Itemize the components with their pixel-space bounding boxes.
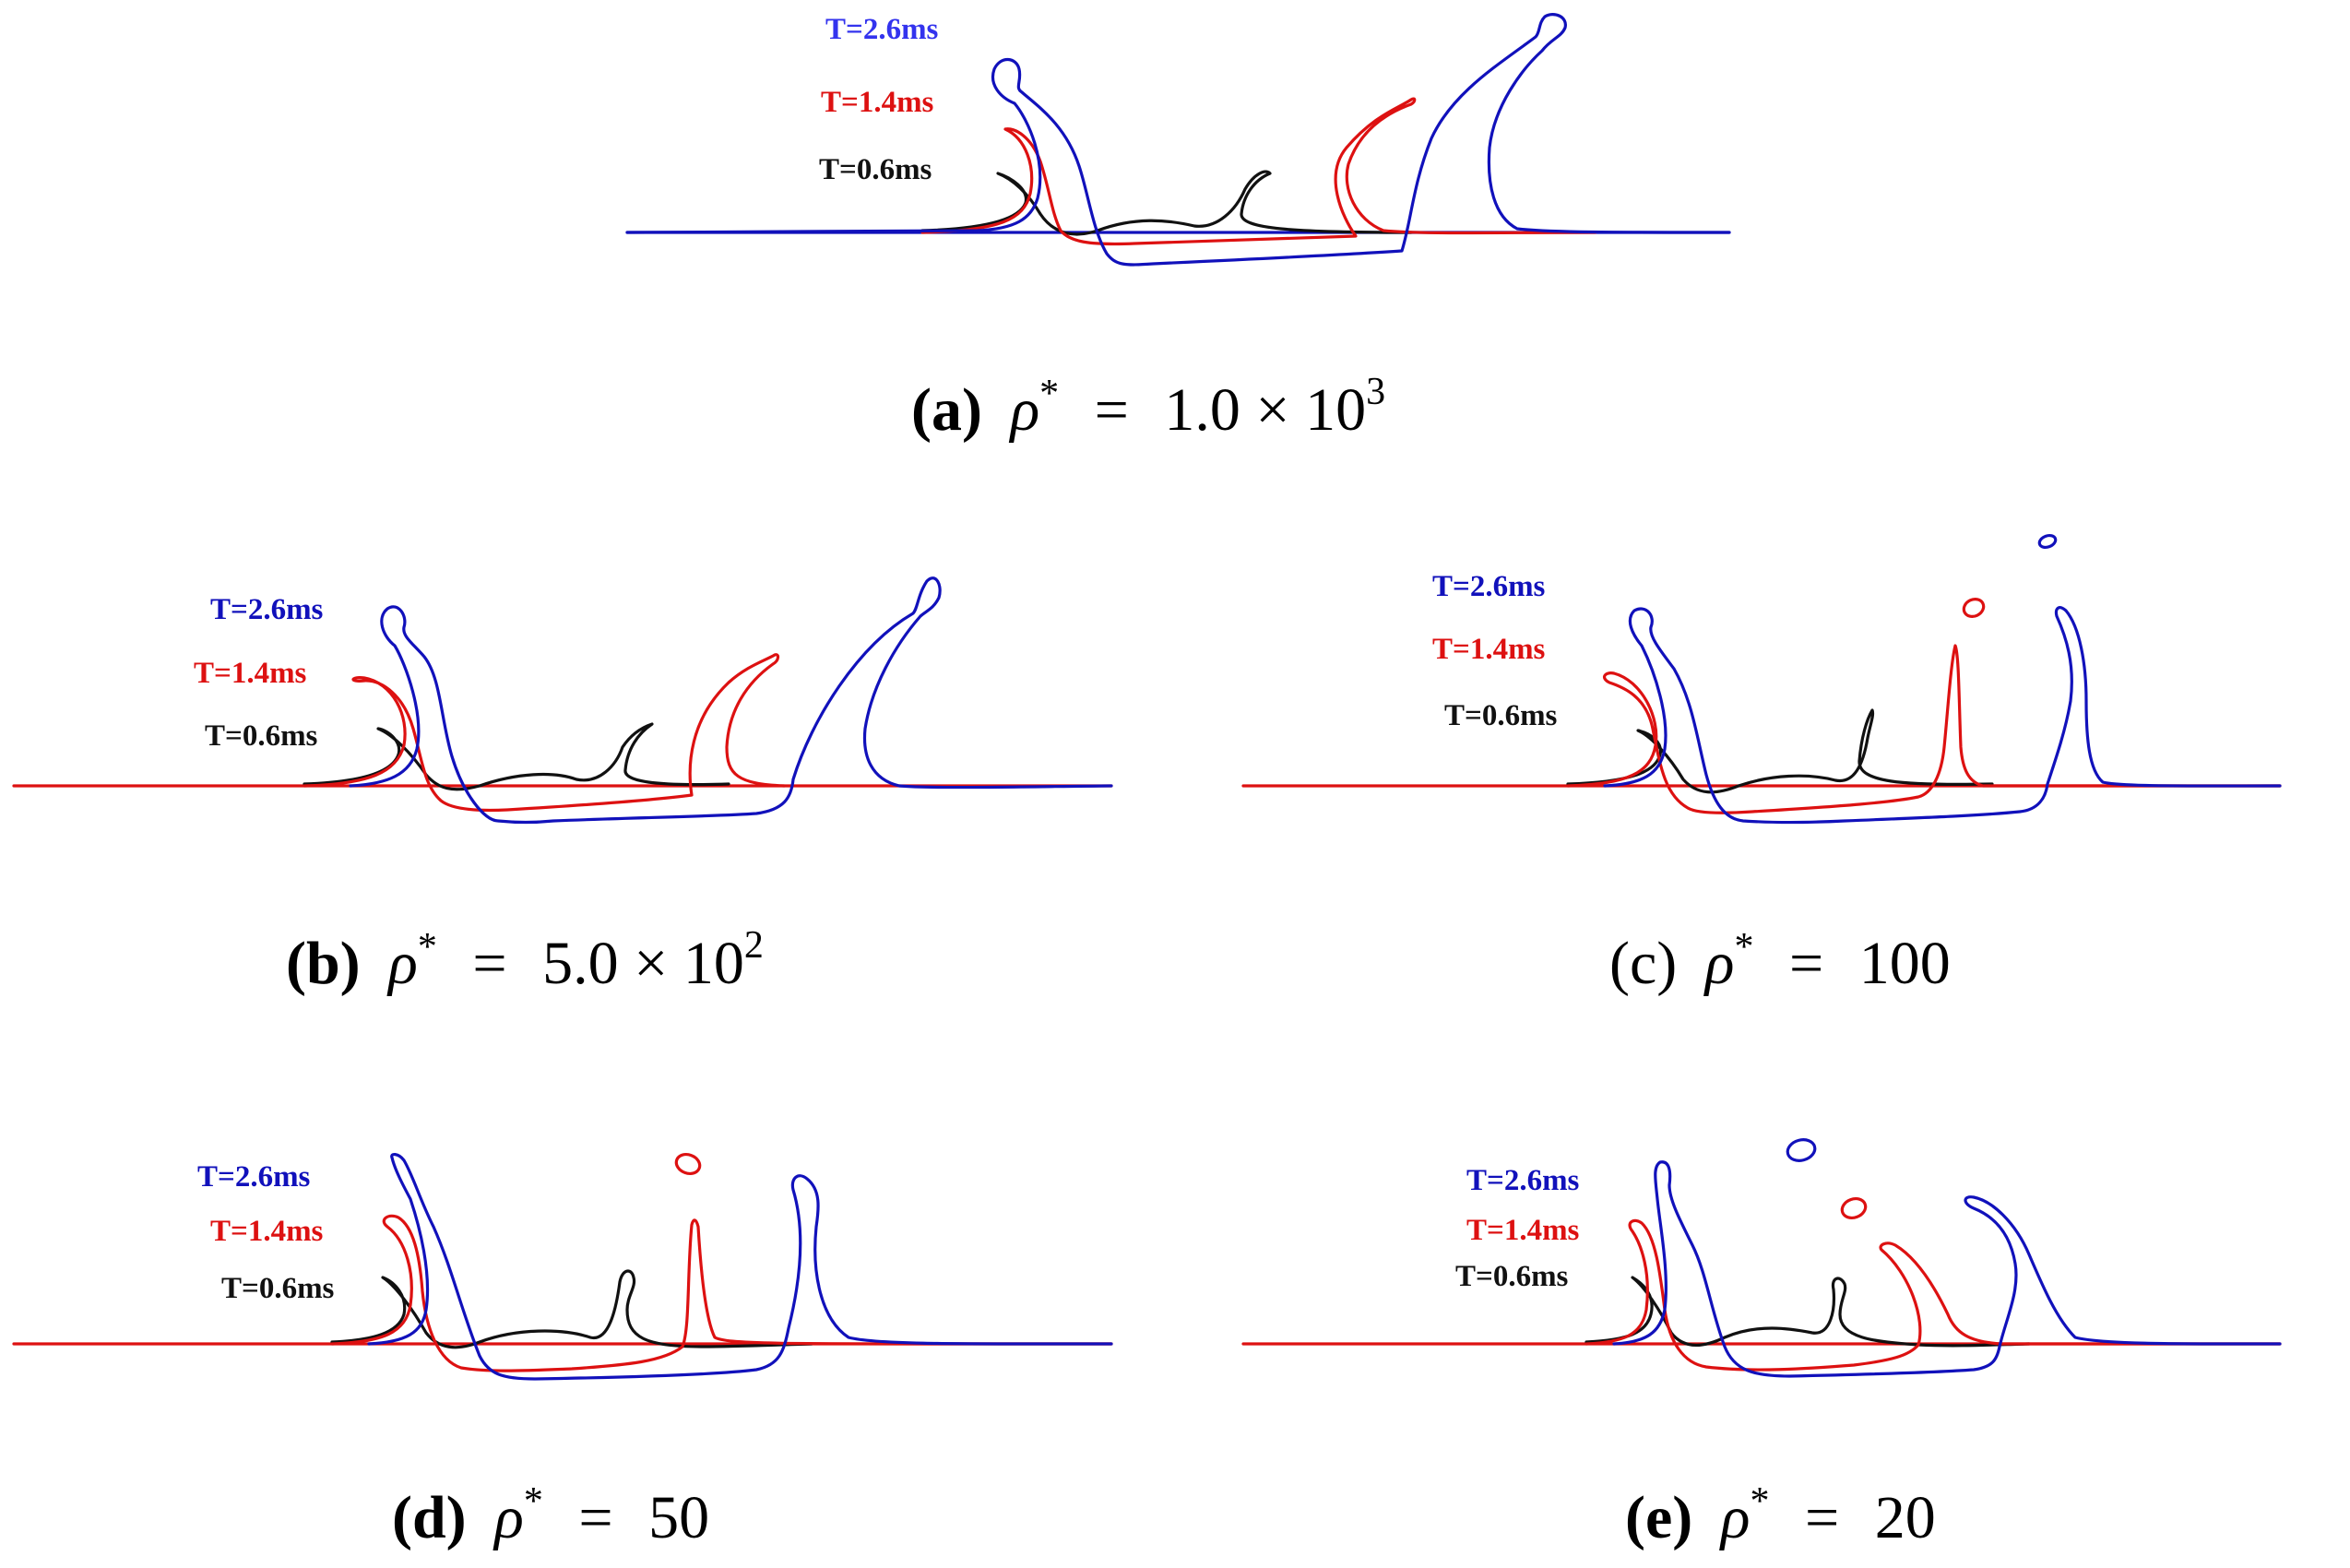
curve-a-t06: [920, 170, 1413, 236]
time-label-e-late: T=2.6ms: [1466, 1164, 1580, 1197]
caption-e: (e) ρ* = 20: [1625, 1460, 1936, 1551]
caption-c: (c) ρ* = 100: [1609, 906, 1951, 997]
droplet-d-red: [674, 1153, 702, 1175]
time-label-e-mid: T=1.4ms: [1466, 1214, 1580, 1247]
time-label-a-early: T=0.6ms: [819, 153, 932, 186]
panel-d: T=2.6ms T=1.4ms T=0.6ms: [12, 1153, 1113, 1381]
droplet-e-red: [1840, 1197, 1868, 1219]
time-label-d-mid: T=1.4ms: [210, 1215, 324, 1248]
panel-b: T=2.6ms T=1.4ms T=0.6ms: [12, 576, 1113, 825]
time-label-c-late: T=2.6ms: [1432, 570, 1546, 603]
panel-e: T=2.6ms T=1.4ms T=0.6ms: [1241, 1138, 2282, 1378]
caption-b: (b) ρ* = 5.0 × 102: [286, 906, 764, 997]
curve-e-t14: [1584, 1218, 2282, 1372]
panel-a: T=2.6ms T=1.4ms T=0.6ms: [625, 13, 1731, 267]
caption-a: (a) ρ* = 1.0 × 103: [911, 352, 1385, 444]
curve-b-t26: [349, 576, 1113, 825]
time-label-a-late: T=2.6ms: [825, 13, 939, 46]
panel-c: T=2.6ms T=1.4ms T=0.6ms: [1241, 533, 2282, 825]
time-label-e-early: T=0.6ms: [1455, 1260, 1569, 1293]
time-label-a-mid: T=1.4ms: [821, 86, 934, 119]
curve-d-t06: [330, 1269, 813, 1349]
curve-b-t14: [303, 653, 786, 813]
curve-e-t06: [1584, 1276, 2031, 1348]
curve-a-t26: [625, 13, 1731, 267]
time-label-b-late: T=2.6ms: [210, 593, 324, 626]
caption-d: (d) ρ* = 50: [392, 1460, 709, 1551]
curve-c-t26: [1603, 606, 2282, 825]
curve-a-t14: [920, 97, 1597, 246]
droplet-c-blue: [2037, 533, 2058, 550]
droplet-c-red: [1962, 598, 1986, 618]
curve-c-t06: [1566, 708, 1994, 794]
curve-d-t26: [367, 1153, 1113, 1381]
curve-c-t14: [1566, 644, 2282, 814]
droplet-e-blue: [1786, 1138, 1817, 1162]
time-label-c-early: T=0.6ms: [1444, 699, 1558, 732]
time-label-d-early: T=0.6ms: [221, 1272, 335, 1305]
curve-d-t14: [330, 1214, 1113, 1372]
time-label-b-early: T=0.6ms: [205, 719, 318, 753]
curve-b-t06: [303, 722, 730, 791]
curve-e-t26: [1612, 1160, 2282, 1378]
time-label-d-late: T=2.6ms: [197, 1160, 311, 1194]
time-label-c-mid: T=1.4ms: [1432, 633, 1546, 666]
time-label-b-mid: T=1.4ms: [194, 657, 307, 690]
